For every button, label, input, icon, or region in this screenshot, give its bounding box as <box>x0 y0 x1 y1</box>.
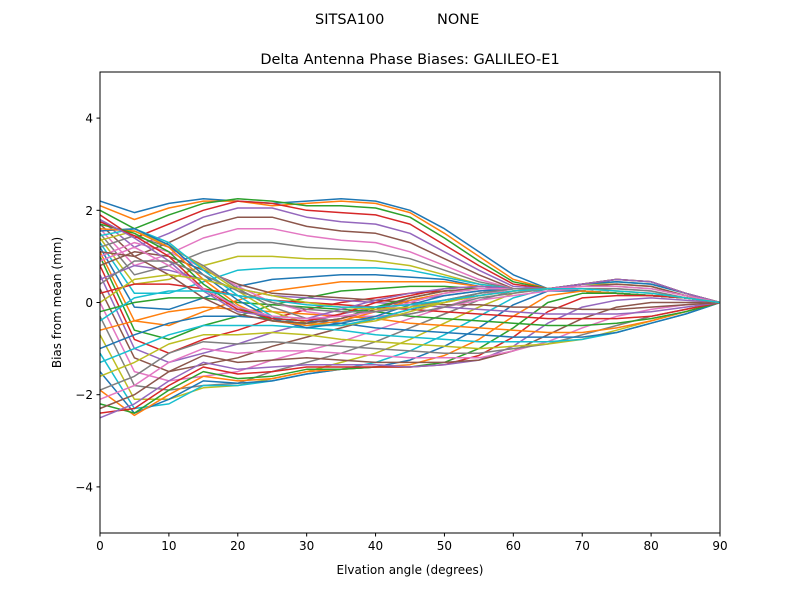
series-line-26 <box>99 301 720 410</box>
x-tick-label: 80 <box>643 539 658 553</box>
series-line-32 <box>99 301 721 334</box>
chart-title: Delta Antenna Phase Biases: GALILEO-E1 <box>260 52 559 68</box>
x-tick-label: 90 <box>712 539 727 553</box>
y-tick-label: 0 <box>85 296 93 310</box>
x-tick-label: 70 <box>575 539 590 553</box>
series-line-27 <box>99 301 721 400</box>
x-tick-label: 30 <box>299 539 314 553</box>
y-tick-label: 2 <box>85 204 93 218</box>
x-tick-label: 60 <box>506 539 521 553</box>
y-axis-label: Bias from mean (mm) <box>50 237 64 368</box>
series-line-46 <box>99 251 721 324</box>
series-line-29 <box>99 301 721 377</box>
x-axis-ticks: 0 10 20 30 40 50 60 70 80 90 <box>96 533 728 553</box>
series-line-28 <box>99 301 721 391</box>
y-tick-label: 4 <box>85 112 93 126</box>
y-tick-label: −4 <box>75 480 93 494</box>
series-line-47 <box>99 246 721 320</box>
series-line-31 <box>99 301 721 350</box>
suptitle-right: NONE <box>437 12 479 28</box>
x-tick-label: 40 <box>368 539 383 553</box>
suptitle-left: SITSA100 <box>315 12 384 28</box>
series-line-50 <box>99 287 721 322</box>
x-tick-label: 10 <box>161 539 176 553</box>
x-tick-label: 20 <box>230 539 245 553</box>
series-layer <box>99 198 721 419</box>
y-tick-label: −2 <box>75 388 93 402</box>
x-tick-label: 0 <box>96 539 104 553</box>
series-line-25 <box>99 297 721 419</box>
x-tick-label: 50 <box>437 539 452 553</box>
x-axis-label: Elvation angle (degrees) <box>337 563 484 577</box>
y-axis-ticks: −4 −2 0 2 4 <box>75 112 100 494</box>
figure-suptitle: SITSA100 NONE <box>315 12 479 28</box>
